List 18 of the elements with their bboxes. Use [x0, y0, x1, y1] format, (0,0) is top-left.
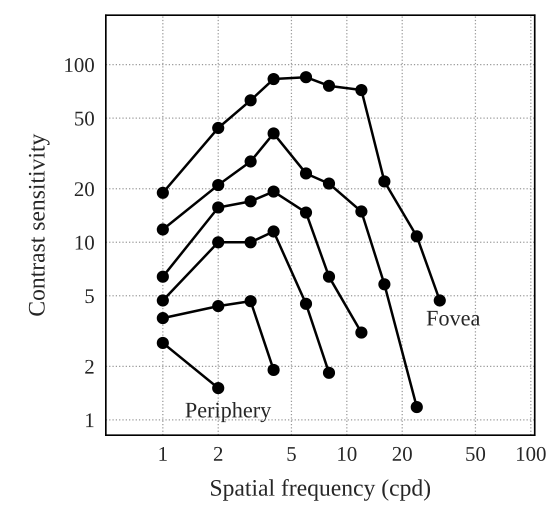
annotation: Periphery — [186, 402, 272, 422]
annotation: Fovea — [426, 310, 480, 326]
x-tick-label: 5 — [287, 447, 296, 461]
x-tick-label: 10 — [338, 446, 356, 461]
x-tick-label: 20 — [392, 446, 412, 461]
y-tick-label: 100 — [65, 58, 94, 72]
y-tick-label: 2 — [85, 360, 94, 374]
y-axis-title: Contrast sensitivity — [28, 134, 50, 316]
y-tick-label: 10 — [76, 236, 94, 250]
x-tick-label: 1 — [159, 446, 167, 461]
x-tick-label: 100 — [517, 446, 546, 461]
y-tick-label: 5 — [86, 289, 94, 304]
y-tick-label: 50 — [75, 112, 94, 126]
y-tick-label: 1 — [86, 413, 94, 428]
y-tick-label: 20 — [74, 182, 94, 196]
x-tick-label: 2 — [214, 446, 222, 461]
x-tick-label: 50 — [466, 446, 486, 461]
x-axis-title: Spatial frequency (cpd) — [211, 479, 430, 501]
